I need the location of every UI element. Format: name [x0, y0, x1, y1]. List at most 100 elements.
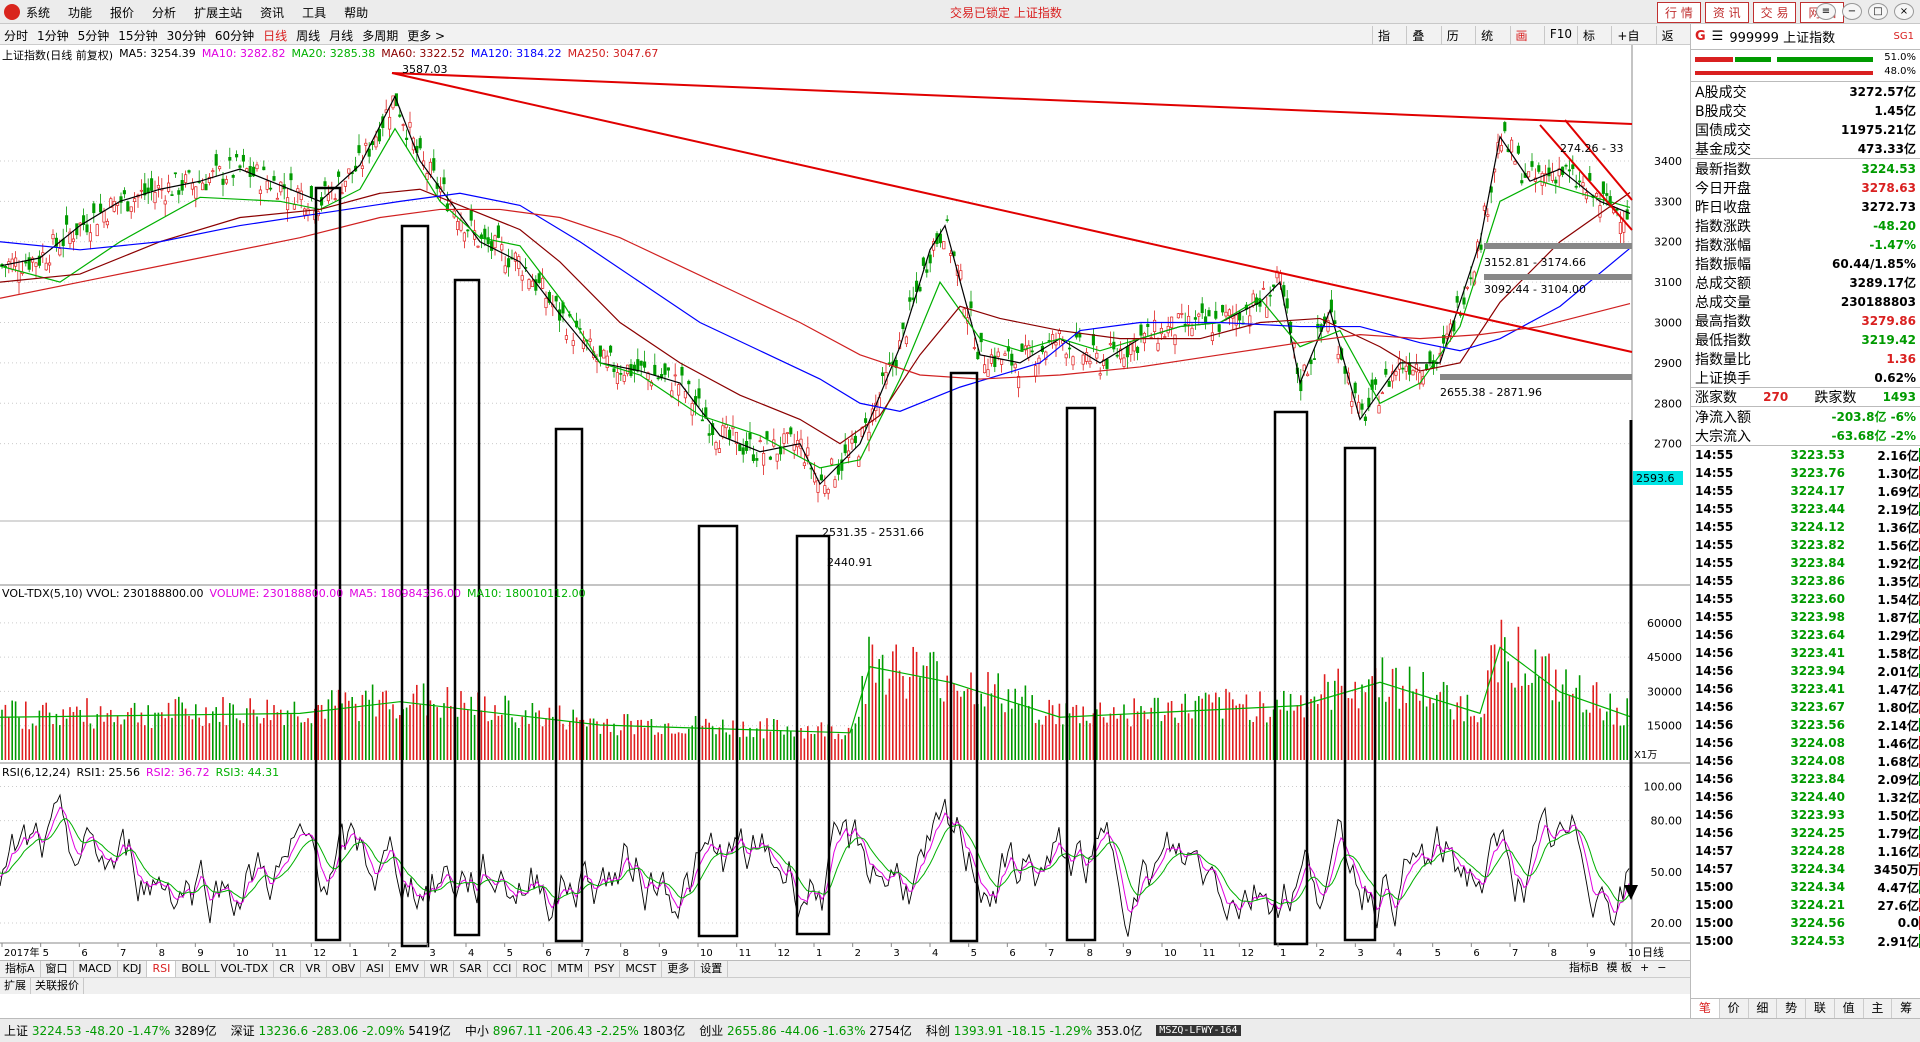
- status-index[interactable]: 创业 2655.86 -44.06 -1.63% 2754亿: [699, 1022, 912, 1039]
- period-tab[interactable]: 5分钟: [77, 29, 110, 43]
- menu-item[interactable]: 帮助: [344, 6, 369, 20]
- quote-label: 上证换手: [1695, 370, 1751, 387]
- candle-body: [194, 186, 198, 199]
- top-button[interactable]: 交 易: [1752, 2, 1797, 23]
- period-tab[interactable]: 1分钟: [37, 29, 69, 43]
- menu-item[interactable]: 工具: [302, 6, 327, 20]
- extension-tab[interactable]: 扩展: [0, 978, 31, 994]
- price-annotation: 3587.03: [402, 63, 448, 76]
- quote-tab[interactable]: 主: [1864, 999, 1893, 1018]
- tick-price: 3223.41: [1790, 682, 1845, 696]
- chart-area[interactable]: 2700 2800 2900 3000 3100 3200 3300 3400 2593.6 60…: [0, 45, 1690, 960]
- tool-button[interactable]: F10: [1543, 26, 1577, 62]
- indicator-tab[interactable]: BOLL: [176, 961, 216, 977]
- candle-body: [401, 124, 405, 126]
- indicator-tab[interactable]: PSY: [589, 961, 621, 977]
- extension-tab[interactable]: 关联报价: [31, 978, 84, 994]
- indicator-tab[interactable]: CR: [274, 961, 301, 977]
- menu-item[interactable]: 资讯: [260, 6, 285, 20]
- tick-time: 14:56: [1695, 664, 1734, 678]
- period-tab[interactable]: 更多 >: [407, 29, 446, 43]
- candle-body: [1105, 359, 1109, 369]
- indicator-tab[interactable]: 窗口: [41, 961, 74, 977]
- menu-icon[interactable]: ≡: [1816, 3, 1836, 20]
- candle-body: [925, 269, 929, 273]
- tick-list[interactable]: 14:55 3223.53 2.16亿 14:55 3223.76 1.30亿 14:55 3…: [1691, 446, 1920, 950]
- candle-body: [1006, 346, 1010, 352]
- indicator-tab-right[interactable]: −: [1657, 961, 1667, 974]
- period-tab[interactable]: 日线: [263, 29, 288, 43]
- period-tab[interactable]: 分时: [4, 29, 29, 43]
- menu-item[interactable]: 功能: [68, 6, 93, 20]
- status-pct: -1.63%: [823, 1024, 866, 1038]
- tick-time: 14:55: [1695, 538, 1734, 552]
- period-tab[interactable]: 周线: [296, 29, 321, 43]
- x-tick-label: 6: [81, 948, 87, 959]
- indicator-tab[interactable]: VR: [301, 961, 327, 977]
- tick-time: 15:00: [1695, 916, 1734, 930]
- quote-tab[interactable]: 价: [1720, 999, 1749, 1018]
- indicator-tab[interactable]: 设置: [695, 961, 729, 977]
- status-index[interactable]: 上证 3224.53 -48.20 -1.47% 3289亿: [4, 1022, 217, 1039]
- candle-body: [456, 221, 460, 230]
- candle-body: [1044, 351, 1048, 360]
- indicator-tab[interactable]: OBV: [327, 961, 362, 977]
- indicator-tab[interactable]: EMV: [390, 961, 425, 977]
- indicator-tab[interactable]: VOL-TDX: [216, 961, 275, 977]
- indicator-tab[interactable]: MCST: [620, 961, 663, 977]
- indicator-tab[interactable]: 指标A: [0, 961, 41, 977]
- menu-item[interactable]: 扩展主站: [194, 6, 243, 20]
- status-value: 8967.11: [492, 1024, 543, 1038]
- quote-tab[interactable]: 势: [1777, 999, 1806, 1018]
- indicator-tab-right[interactable]: 模 板: [1606, 961, 1633, 974]
- candle-body: [241, 154, 245, 162]
- legend-item: MA250: 3047.67: [567, 47, 659, 60]
- menu-lines-icon[interactable]: ☰: [1711, 29, 1724, 44]
- indicator-tab-right[interactable]: +: [1640, 961, 1650, 974]
- indicator-tab[interactable]: ASI: [361, 961, 390, 977]
- status-index[interactable]: 科创 1393.91 -18.15 -1.29% 353.0亿: [926, 1022, 1142, 1039]
- status-bar: 上证 3224.53 -48.20 -1.47% 3289亿 深证 13236.6…: [0, 1018, 1920, 1042]
- tick-volume: 1.69亿: [1877, 484, 1919, 499]
- period-tab[interactable]: 月线: [329, 29, 354, 43]
- quote-tab[interactable]: 值: [1835, 999, 1864, 1018]
- indicator-tab[interactable]: RSI: [147, 961, 177, 977]
- quote-tab[interactable]: 筹: [1892, 999, 1920, 1018]
- period-tab[interactable]: 15分钟: [118, 29, 158, 43]
- period-tab[interactable]: 30分钟: [166, 29, 206, 43]
- status-index[interactable]: 深证 13236.6 -283.06 -2.09% 5419亿: [231, 1022, 451, 1039]
- top-button[interactable]: 行 情: [1657, 2, 1701, 23]
- menu-item[interactable]: 分析: [152, 6, 177, 20]
- quote-tab[interactable]: 联: [1806, 999, 1835, 1018]
- indicator-tab-right[interactable]: 指标B: [1569, 961, 1599, 974]
- indicator-tab[interactable]: ROC: [517, 961, 553, 977]
- period-tab[interactable]: 多周期: [362, 29, 399, 43]
- candle-body: [942, 241, 946, 250]
- quote-value: 3272.73: [1861, 199, 1916, 214]
- top-button[interactable]: 资 讯: [1704, 2, 1749, 23]
- candle-body: [292, 204, 296, 210]
- maximize-icon[interactable]: □: [1868, 3, 1888, 20]
- quote-label: 昨日收盘: [1695, 199, 1751, 216]
- tick-price: 3223.84: [1790, 772, 1845, 786]
- candle-body: [85, 224, 89, 233]
- indicator-tab[interactable]: CCI: [488, 961, 518, 977]
- minimize-icon[interactable]: −: [1842, 3, 1862, 20]
- menu-item[interactable]: 报价: [110, 6, 135, 20]
- status-index[interactable]: 中小 8967.11 -206.43 -2.25% 1803亿: [465, 1022, 685, 1039]
- indicator-tab[interactable]: WR: [425, 961, 455, 977]
- indicator-tab[interactable]: MTM: [552, 961, 590, 977]
- candle-body: [666, 367, 670, 371]
- indicator-tab[interactable]: SAR: [454, 961, 488, 977]
- quote-tab[interactable]: 笔: [1691, 999, 1720, 1018]
- indicator-tab[interactable]: MACD: [74, 961, 118, 977]
- menu-item[interactable]: 系统: [26, 6, 51, 20]
- candle-body: [993, 355, 997, 367]
- quote-tab[interactable]: 细: [1749, 999, 1778, 1018]
- indicator-tab[interactable]: 更多: [662, 961, 696, 977]
- candle-body: [979, 332, 983, 343]
- period-tab[interactable]: 60分钟: [214, 29, 255, 43]
- close-icon[interactable]: ×: [1894, 3, 1914, 20]
- indicator-tab[interactable]: KDJ: [118, 961, 148, 977]
- candle-body: [1027, 344, 1031, 358]
